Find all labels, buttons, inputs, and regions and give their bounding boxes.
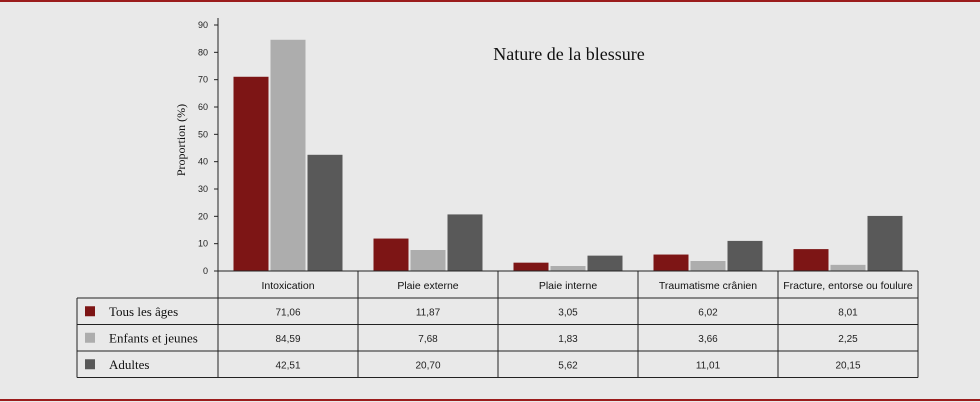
data-label-2-3: 1,83 [558,334,578,345]
bar-1-3 [513,262,549,271]
category-label-4: Traumatisme crânien [659,280,757,292]
bar-2-3 [550,265,586,271]
y-tick-label-90: 90 [198,20,208,30]
bar-2-4 [690,260,726,271]
data-label-1-1: 71,06 [275,307,300,318]
data-label-1-3: 3,05 [558,307,578,318]
legend-swatch-1 [85,306,95,317]
legend-swatch-3 [85,359,95,370]
bar-3-4 [727,240,763,271]
data-label-2-5: 2,25 [838,334,858,345]
data-label-1-2: 11,87 [416,307,441,318]
y-tick-label-70: 70 [198,75,208,85]
y-tick-label-50: 50 [198,129,208,139]
data-label-3-3: 5,62 [558,360,578,371]
bottom-rule [0,399,980,401]
bar-2-1 [270,39,306,271]
bar-3-2 [447,214,483,271]
y-tick-label-10: 10 [198,239,208,249]
category-label-2: Plaie externe [397,280,458,292]
bar-1-2 [373,238,409,271]
data-label-3-1: 42,51 [275,360,300,371]
bar-1-5 [793,249,829,271]
data-label-3-2: 20,70 [415,360,440,371]
bar-2-5 [830,264,866,271]
y-tick-label-0: 0 [203,266,208,276]
chart-title: Nature de la blessure [493,44,644,64]
y-tick-label-40: 40 [198,157,208,167]
bar-2-2 [410,250,446,271]
data-label-2-2: 7,68 [418,334,438,345]
legend-swatch-2 [85,332,95,343]
data-label-2-4: 3,66 [698,334,718,345]
category-label-3: Plaie interne [539,280,598,292]
y-tick-label-20: 20 [198,211,208,221]
y-tick-label-30: 30 [198,184,208,194]
legend-label-2: Enfants et jeunes [109,330,198,345]
bar-3-5 [867,215,903,271]
data-label-1-4: 6,02 [698,307,718,318]
data-label-3-4: 11,01 [696,360,721,371]
category-label-1: Intoxication [261,280,314,292]
bar-3-3 [587,255,623,271]
data-label-1-5: 8,01 [838,307,858,318]
legend-label-1: Tous les âges [109,304,178,319]
y-tick-label-60: 60 [198,102,208,112]
y-tick-label-80: 80 [198,47,208,57]
legend-label-3: Adultes [109,357,149,372]
y-axis-label: Proportion (%) [174,104,188,176]
bar-1-1 [233,76,269,271]
data-label-2-1: 84,59 [275,334,300,345]
top-rule [0,0,980,2]
bar-1-4 [653,254,689,271]
bar-3-1 [307,154,343,271]
data-label-3-5: 20,15 [835,360,860,371]
category-label-5: Fracture, entorse ou foulure [783,280,913,292]
